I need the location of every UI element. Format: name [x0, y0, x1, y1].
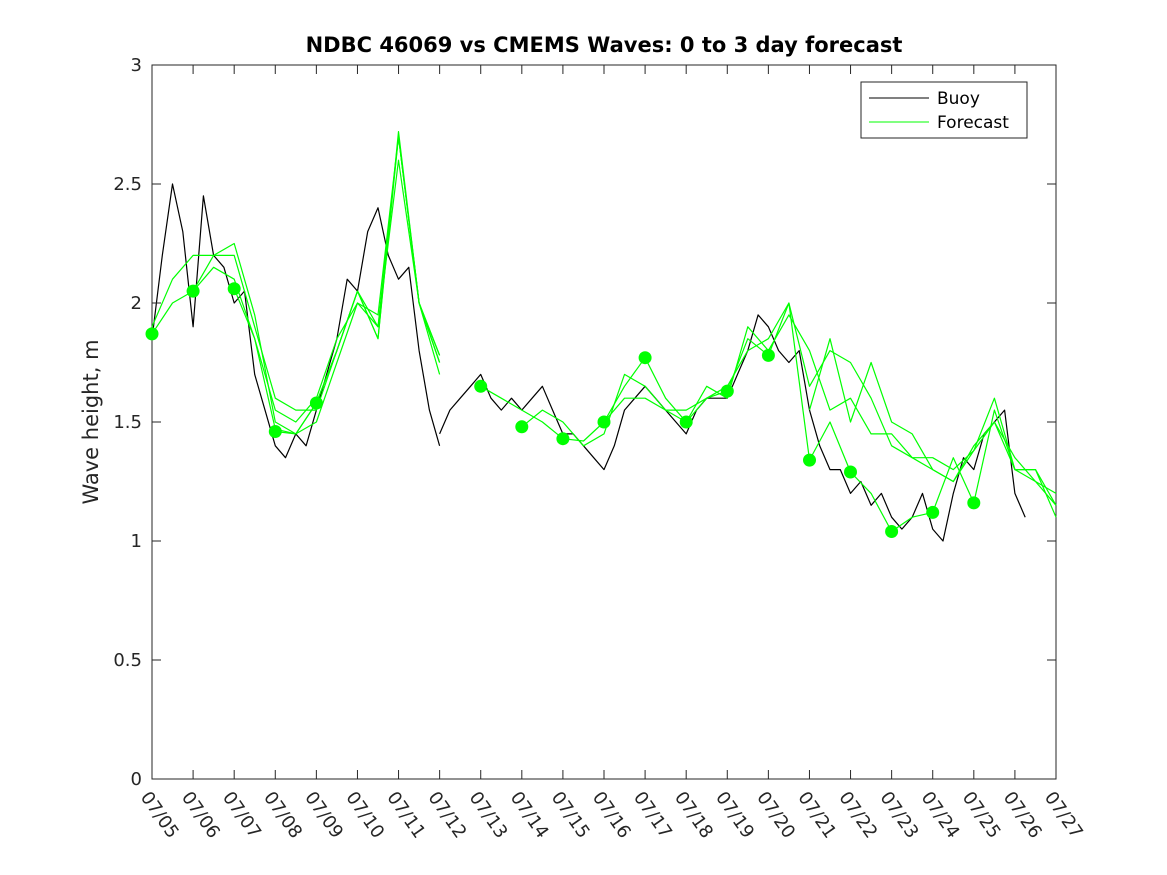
forecast-marker-12 — [761, 348, 775, 362]
y-tick-label: 2.5 — [113, 174, 142, 195]
forecast-marker-9 — [638, 351, 652, 365]
y-tick-label: 2 — [131, 293, 142, 314]
forecast-marker-2 — [227, 282, 241, 296]
y-tick-label: 1.5 — [113, 412, 142, 433]
legend-box — [860, 81, 1028, 139]
series-line-forecast-10 — [808, 338, 1057, 518]
forecast-markers — [145, 282, 981, 538]
forecast-marker-0 — [145, 327, 159, 341]
forecast-marker-7 — [556, 432, 570, 446]
forecast-marker-11 — [720, 384, 734, 398]
forecast-marker-10 — [679, 415, 693, 429]
forecast-marker-16 — [926, 505, 940, 519]
y-tick-label: 0 — [131, 769, 142, 790]
forecast-marker-6 — [515, 420, 529, 434]
y-tick-label: 3 — [131, 55, 142, 76]
forecast-marker-15 — [885, 525, 899, 538]
series-line-forecast-3 — [151, 159, 441, 411]
forecast-marker-3 — [268, 425, 282, 438]
y-axis-label: Wave height, m — [79, 339, 103, 504]
legend: Buoy Forecast — [860, 81, 1028, 139]
y-axis-ticks: 0 0.5 1 1.5 2 2.5 3 — [113, 55, 1056, 790]
series-layer — [151, 131, 1057, 542]
series-line-forecast-6 — [275, 131, 441, 435]
forecast-marker-13 — [803, 453, 816, 467]
y-tick-label: 0.5 — [113, 650, 142, 671]
chart-title: NDBC 46069 vs CMEMS Waves: 0 to 3 day fo… — [306, 33, 903, 57]
forecast-marker-17 — [967, 496, 981, 510]
forecast-marker-5 — [474, 379, 488, 393]
forecast-marker-14 — [844, 465, 857, 479]
series-line-forecast-9 — [603, 302, 1057, 506]
forecast-marker-1 — [186, 284, 200, 298]
y-tick-label: 1 — [131, 531, 142, 552]
forecast-marker-4 — [309, 396, 323, 410]
legend-label-buoy: Buoy — [937, 89, 980, 109]
legend-label-forecast: Forecast — [937, 113, 1009, 133]
forecast-marker-8 — [597, 415, 611, 429]
